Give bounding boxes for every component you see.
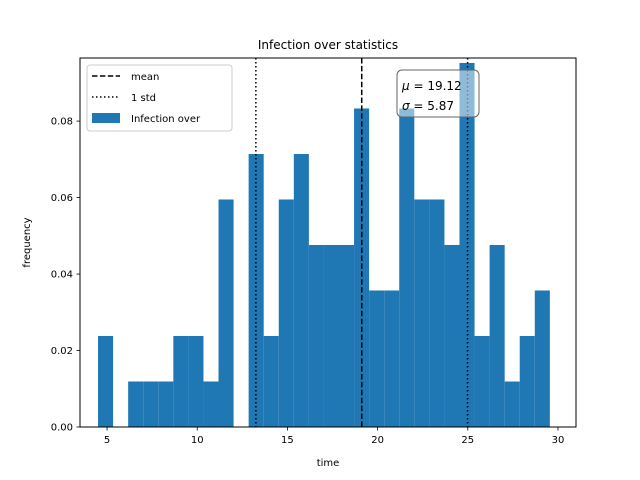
x-tick-label: 15 — [281, 435, 294, 446]
histogram-bar — [218, 199, 234, 427]
histogram-bar — [98, 335, 114, 427]
histogram-bar — [474, 335, 490, 427]
legend-label: Infection over — [131, 114, 201, 125]
histogram-bar — [143, 381, 159, 427]
stats-box-frame — [396, 69, 480, 118]
legend-label: mean — [131, 72, 159, 83]
axes-frame — [79, 57, 577, 428]
x-tick-label: 20 — [371, 435, 384, 446]
legend-box — [86, 64, 233, 132]
histogram-bar — [534, 290, 550, 427]
reference-lines — [255, 58, 469, 427]
histogram-bar — [339, 244, 355, 427]
stats-mean-text: μ = 19.12 — [401, 79, 462, 93]
histogram-bar — [278, 199, 294, 427]
histogram-bar — [173, 335, 189, 427]
histogram-bar — [323, 244, 340, 427]
y-axis-label: frequency — [22, 217, 33, 267]
x-tick-label: 25 — [461, 435, 474, 446]
stats-box: μ = 19.12 σ = 5.87 — [396, 69, 480, 118]
histogram-bar — [128, 381, 144, 427]
histogram-bar — [399, 108, 415, 427]
histogram-bar — [158, 381, 174, 427]
histogram-bar — [293, 153, 309, 427]
y-tick-label: 0.06 — [51, 193, 73, 204]
histogram-bar — [459, 62, 475, 428]
x-tick-label: 5 — [104, 435, 110, 446]
histogram-bar — [203, 381, 219, 427]
histogram-bar — [384, 290, 400, 427]
histogram-bar — [519, 335, 535, 427]
legend-label: 1 std — [131, 93, 156, 104]
histogram-bar — [188, 335, 204, 427]
histogram-bar — [504, 381, 520, 427]
x-axis-ticks: 5 10 15 20 25 30 — [104, 427, 564, 446]
legend-bar-swatch — [92, 113, 120, 123]
stats-std-text: σ = 5.87 — [402, 99, 454, 113]
y-axis-ticks: 0.00 0.02 0.04 0.06 0.08 — [51, 117, 80, 434]
histogram-bar — [429, 199, 445, 427]
histogram-bar — [308, 244, 324, 427]
histogram-bar — [414, 199, 430, 427]
x-tick-label: 30 — [552, 435, 565, 446]
histogram-bar — [263, 335, 279, 427]
histogram-bar — [369, 290, 385, 427]
chart-title: Infection over statistics — [258, 38, 398, 52]
histogram-bar — [444, 244, 460, 427]
histogram-bar — [489, 244, 505, 427]
y-tick-label: 0.08 — [51, 117, 73, 128]
y-tick-label: 0.04 — [51, 270, 73, 281]
x-tick-label: 10 — [191, 435, 204, 446]
x-axis-label: time — [317, 458, 340, 469]
legend: mean 1 std Infection over — [86, 64, 233, 132]
y-tick-label: 0.02 — [51, 346, 73, 357]
y-tick-label: 0.00 — [51, 423, 73, 434]
